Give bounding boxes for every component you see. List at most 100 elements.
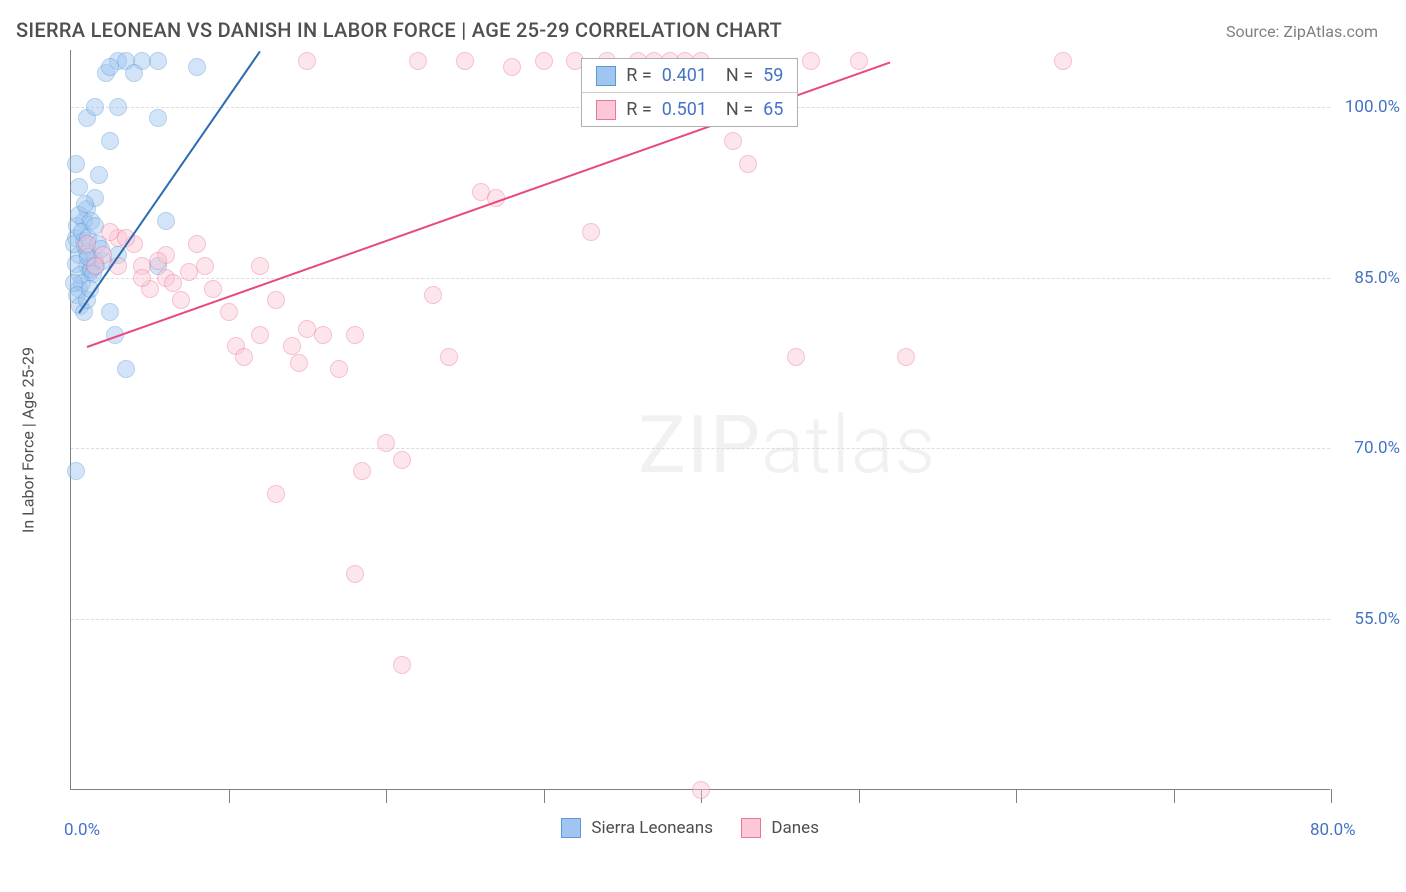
scatter-point	[424, 286, 442, 304]
y-axis-label: In Labor Force | Age 25-29	[19, 347, 38, 533]
legend-swatch	[561, 818, 581, 838]
scatter-point	[196, 257, 214, 275]
scatter-point	[180, 263, 198, 281]
scatter-point	[220, 303, 238, 321]
scatter-point	[86, 98, 104, 116]
stats-legend-box: R = 0.401 N = 59R = 0.501 N = 65	[581, 58, 798, 127]
scatter-point	[125, 64, 143, 82]
scatter-point	[164, 274, 182, 292]
stat-r-value: 0.501	[662, 99, 707, 120]
scatter-point	[157, 212, 175, 230]
plot-area: ZIPatlas 55.0%70.0%85.0%100.0%R = 0.401 …	[70, 50, 1330, 790]
stat-n-value: 65	[763, 99, 783, 120]
x-tick	[386, 789, 387, 803]
scatter-point	[90, 166, 108, 184]
scatter-point	[353, 462, 371, 480]
scatter-point	[897, 348, 915, 366]
scatter-point	[330, 360, 348, 378]
stat-r-label: R =	[626, 65, 651, 86]
stat-n-value: 59	[763, 65, 783, 86]
stats-row: R = 0.501 N = 65	[582, 93, 797, 126]
legend-swatch	[741, 818, 761, 838]
scatter-point	[76, 195, 94, 213]
scatter-point	[109, 98, 127, 116]
legend-label: Danes	[771, 818, 819, 838]
scatter-point	[393, 656, 411, 674]
scatter-point	[314, 326, 332, 344]
plot-wrap: In Labor Force | Age 25-29 ZIPatlas 55.0…	[40, 50, 1390, 830]
scatter-point	[101, 132, 119, 150]
legend-swatch	[596, 66, 616, 86]
scatter-point	[172, 291, 190, 309]
scatter-point	[267, 485, 285, 503]
scatter-point	[440, 348, 458, 366]
scatter-point	[149, 109, 167, 127]
gridline-h	[71, 619, 1330, 620]
scatter-point	[724, 132, 742, 150]
scatter-point	[346, 326, 364, 344]
watermark-zip: ZIP	[638, 398, 761, 492]
y-tick-label: 85.0%	[1354, 268, 1400, 288]
scatter-point	[78, 235, 96, 253]
x-tick	[1016, 789, 1017, 803]
legend-label: Sierra Leoneans	[591, 818, 713, 838]
chart-header: SIERRA LEONEAN VS DANISH IN LABOR FORCE …	[0, 0, 1406, 50]
scatter-point	[283, 337, 301, 355]
scatter-point	[101, 303, 119, 321]
scatter-point	[377, 434, 395, 452]
chart-source: Source: ZipAtlas.com	[1226, 22, 1378, 41]
scatter-point	[456, 52, 474, 70]
x-tick	[229, 789, 230, 803]
x-tick	[859, 789, 860, 803]
stat-r-label: R =	[626, 99, 651, 120]
scatter-point	[149, 252, 167, 270]
stats-row: R = 0.401 N = 59	[582, 59, 797, 93]
y-tick-label: 70.0%	[1354, 438, 1400, 458]
scatter-point	[346, 565, 364, 583]
stat-n-label: N =	[717, 65, 753, 86]
stat-r-value: 0.401	[662, 65, 707, 86]
gridline-h	[71, 278, 1330, 279]
scatter-point	[117, 360, 135, 378]
y-tick-label: 55.0%	[1354, 609, 1400, 629]
scatter-point	[692, 781, 710, 799]
scatter-point	[393, 451, 411, 469]
scatter-point	[787, 348, 805, 366]
bottom-legend-item: Sierra Leoneans	[561, 818, 713, 838]
scatter-point	[86, 257, 104, 275]
scatter-point	[850, 52, 868, 70]
scatter-point	[67, 155, 85, 173]
scatter-point	[251, 326, 269, 344]
scatter-point	[739, 155, 757, 173]
scatter-point	[235, 348, 253, 366]
x-tick	[1331, 789, 1332, 803]
chart-title: SIERRA LEONEAN VS DANISH IN LABOR FORCE …	[16, 18, 782, 42]
scatter-point	[1054, 52, 1072, 70]
scatter-point	[267, 291, 285, 309]
watermark-atlas: atlas	[761, 398, 936, 492]
x-tick	[1174, 789, 1175, 803]
scatter-point	[188, 58, 206, 76]
scatter-point	[149, 52, 167, 70]
scatter-point	[535, 52, 553, 70]
scatter-point	[409, 52, 427, 70]
scatter-point	[133, 269, 151, 287]
scatter-point	[251, 257, 269, 275]
scatter-point	[204, 280, 222, 298]
scatter-point	[188, 235, 206, 253]
x-tick	[544, 789, 545, 803]
y-tick-label: 100.0%	[1345, 97, 1400, 117]
stat-n-label: N =	[717, 99, 753, 120]
scatter-point	[298, 52, 316, 70]
bottom-legend-item: Danes	[741, 818, 819, 838]
scatter-point	[503, 58, 521, 76]
legend-swatch	[596, 100, 616, 120]
scatter-point	[290, 354, 308, 372]
scatter-point	[802, 52, 820, 70]
scatter-point	[582, 223, 600, 241]
scatter-point	[67, 462, 85, 480]
watermark: ZIPatlas	[638, 398, 936, 492]
x-axis-min-label: 0.0%	[64, 820, 100, 840]
gridline-h	[71, 448, 1330, 449]
x-axis-max-label: 80.0%	[1310, 820, 1356, 840]
